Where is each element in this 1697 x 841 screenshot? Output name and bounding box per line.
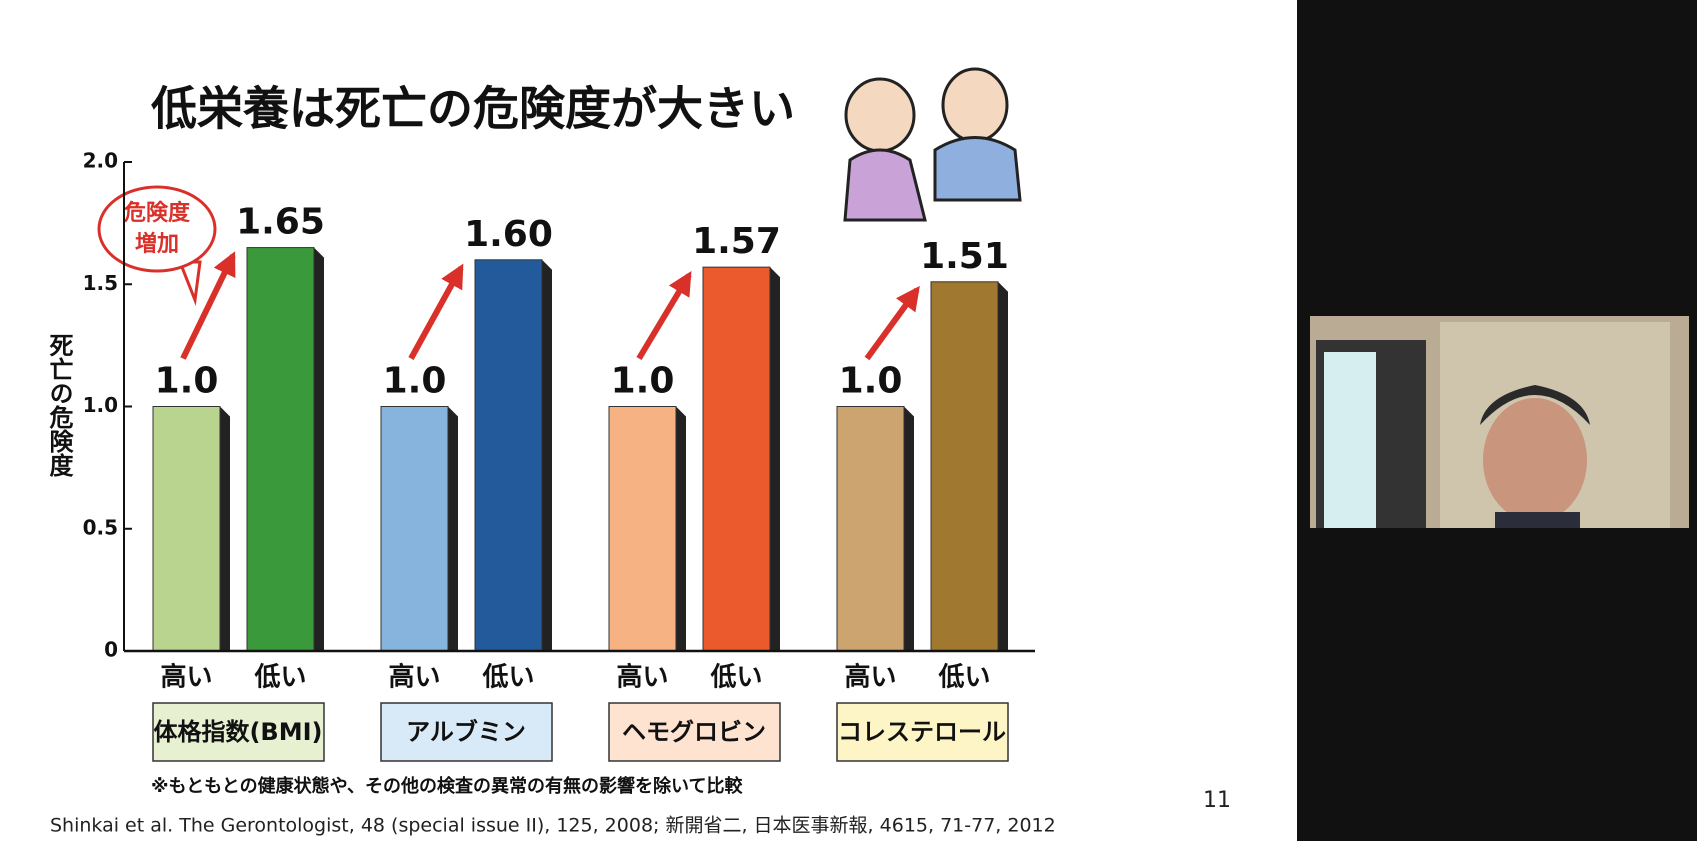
bar — [474, 259, 543, 652]
callout-text: 危険度 — [124, 200, 191, 226]
group-box — [836, 702, 1009, 762]
bar — [608, 406, 677, 652]
x-tick-label: 低い — [481, 663, 534, 693]
x-tick-label: 低い — [937, 663, 990, 693]
video-face — [1483, 398, 1587, 522]
group-label: ヘモグロビン — [622, 718, 766, 746]
bar — [246, 247, 315, 652]
bar — [930, 281, 999, 652]
value-label: 1.51 — [920, 236, 1009, 277]
bar-side — [770, 267, 780, 651]
group-label: アルブミン — [406, 718, 526, 746]
bar — [702, 266, 771, 652]
callout-text: 増加 — [135, 231, 179, 257]
value-label: 1.0 — [839, 361, 903, 402]
group-box — [380, 702, 553, 762]
person-body — [843, 148, 927, 222]
x-tick-label: 高い — [616, 662, 668, 693]
value-label: 1.65 — [236, 202, 325, 243]
y-tick-label: 0.5 — [83, 515, 118, 539]
y-tick-label: 2.0 — [83, 149, 118, 173]
group-label: コレステロール — [838, 718, 1006, 746]
video-screen-light — [1324, 352, 1376, 528]
x-tick-label: 高い — [388, 662, 440, 693]
bar-side — [542, 259, 552, 651]
bar-side — [314, 247, 324, 651]
group-label: 体格指数(BMI) — [153, 718, 322, 746]
person-body — [933, 136, 1022, 202]
bar — [380, 406, 449, 652]
group-box — [608, 702, 781, 762]
value-label: 1.0 — [383, 361, 447, 402]
value-label: 1.57 — [692, 221, 781, 262]
x-tick-label: 低い — [709, 663, 762, 693]
bar-side — [448, 406, 458, 651]
x-tick-label: 高い — [160, 662, 212, 693]
video-suit — [1495, 512, 1580, 528]
illustration — [843, 67, 1022, 222]
trend-arrow — [180, 251, 236, 360]
page-number: 11 — [1203, 788, 1231, 813]
trend-arrow — [636, 271, 692, 361]
y-tick-label: 1.0 — [83, 393, 118, 417]
person-head — [941, 67, 1009, 143]
callout: 危険度 増加 — [97, 185, 217, 306]
bar-side — [676, 406, 686, 651]
footnote: ※もともとの健康状態や、その他の検査の異常の有無の影響を除いて比較 — [151, 775, 744, 797]
y-axis-label: 死亡の危険度 — [45, 333, 73, 478]
video-thumbnail — [1310, 316, 1689, 528]
slide-title: 低栄養は死亡の危険度が大きい — [151, 82, 795, 136]
value-label: 1.60 — [464, 214, 553, 255]
bar-side — [904, 406, 914, 651]
bar-side — [220, 406, 230, 651]
trend-arrow — [408, 263, 464, 360]
y-tick-label: 0 — [104, 638, 118, 662]
group-box — [152, 702, 325, 762]
citation: Shinkai et al. The Gerontologist, 48 (sp… — [50, 815, 1056, 837]
bar — [836, 406, 905, 652]
bar — [152, 406, 221, 652]
callout-bubble — [97, 185, 217, 273]
x-tick-label: 低い — [253, 663, 306, 693]
value-label: 1.0 — [155, 361, 219, 402]
trend-arrow — [864, 285, 920, 361]
x-tick-label: 高い — [844, 662, 896, 693]
value-label: 1.0 — [611, 361, 675, 402]
person-head — [844, 77, 916, 153]
bar-side — [998, 281, 1008, 651]
video-hair — [1480, 385, 1590, 425]
y-tick-label: 1.5 — [83, 271, 118, 295]
